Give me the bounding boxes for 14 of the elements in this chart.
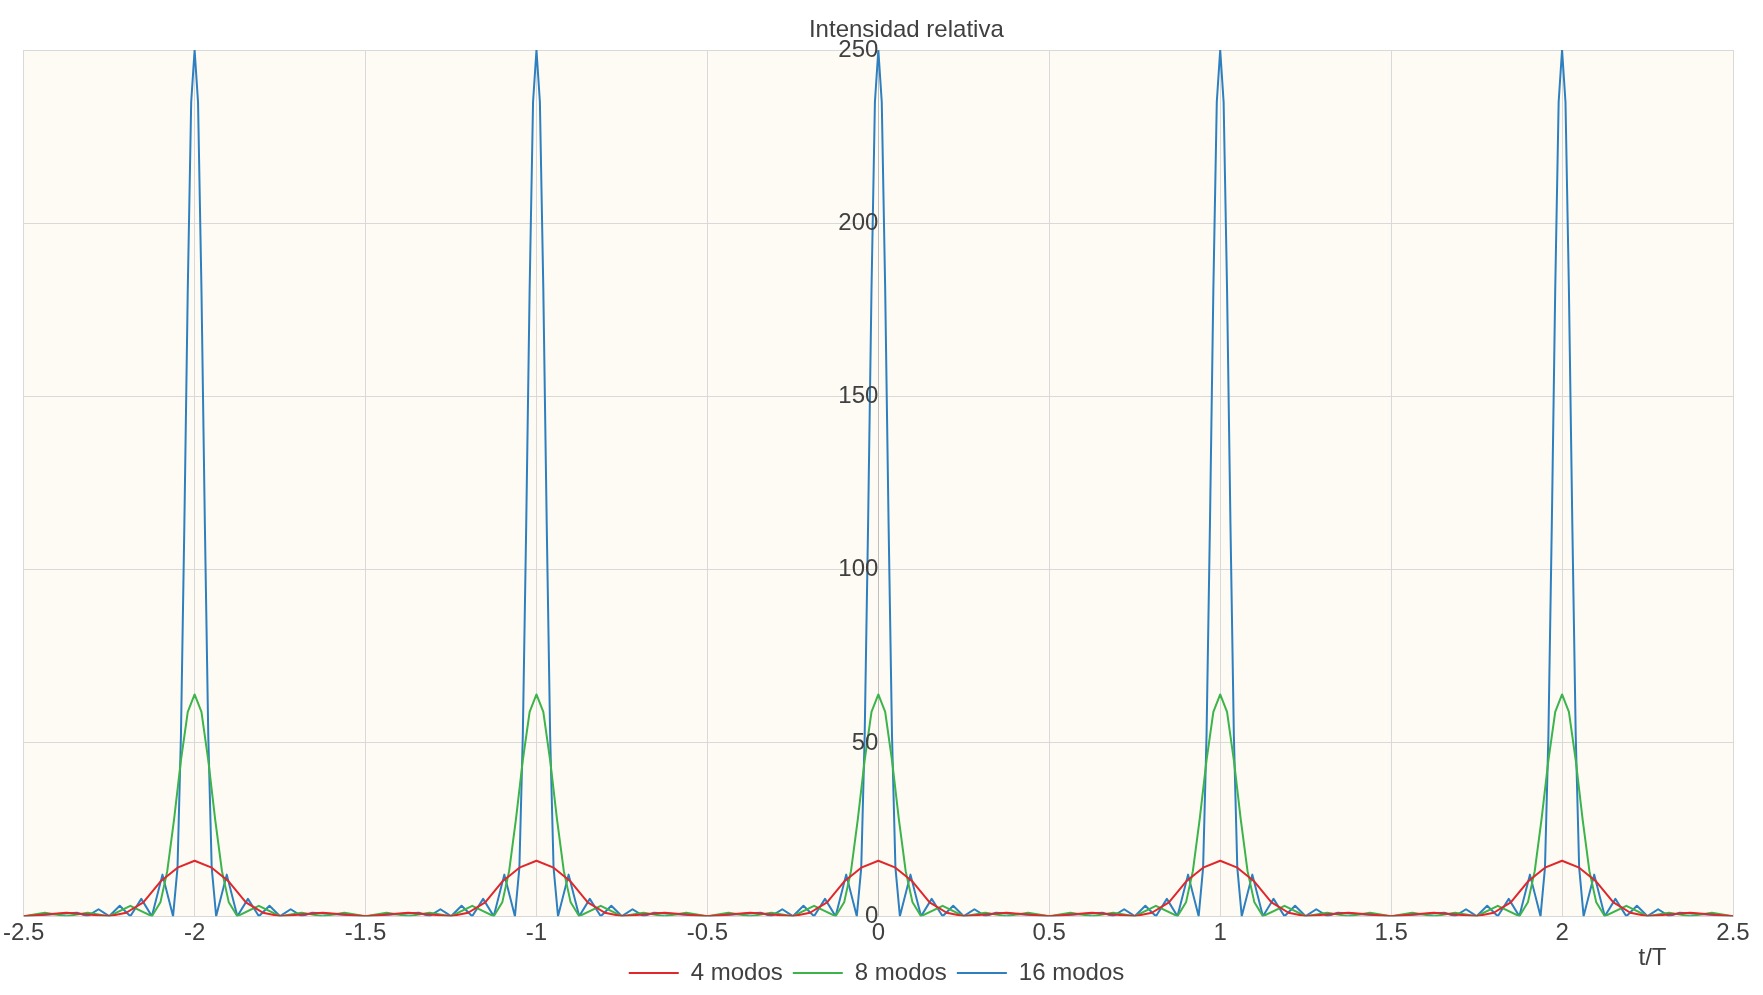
x-tick-label: 0.5 bbox=[1032, 918, 1066, 946]
x-tick-label: -0.5 bbox=[686, 918, 729, 946]
x-tick-label: 2.5 bbox=[1716, 918, 1750, 946]
x-tick-label: 2 bbox=[1555, 918, 1569, 946]
x-tick-label: 1 bbox=[1213, 918, 1227, 946]
x-tick-label: -1.5 bbox=[344, 918, 387, 946]
x-tick-label: -1 bbox=[525, 918, 548, 946]
legend-label: 8 modos bbox=[854, 957, 947, 985]
x-axis-title: t/T bbox=[1638, 942, 1667, 970]
x-tick-label: 1.5 bbox=[1374, 918, 1408, 946]
legend-label: 16 modos bbox=[1018, 957, 1125, 985]
x-tick-label: -2.5 bbox=[3, 918, 45, 946]
x-tick-label: -2 bbox=[183, 918, 206, 946]
legend-label: 4 modos bbox=[690, 957, 783, 985]
